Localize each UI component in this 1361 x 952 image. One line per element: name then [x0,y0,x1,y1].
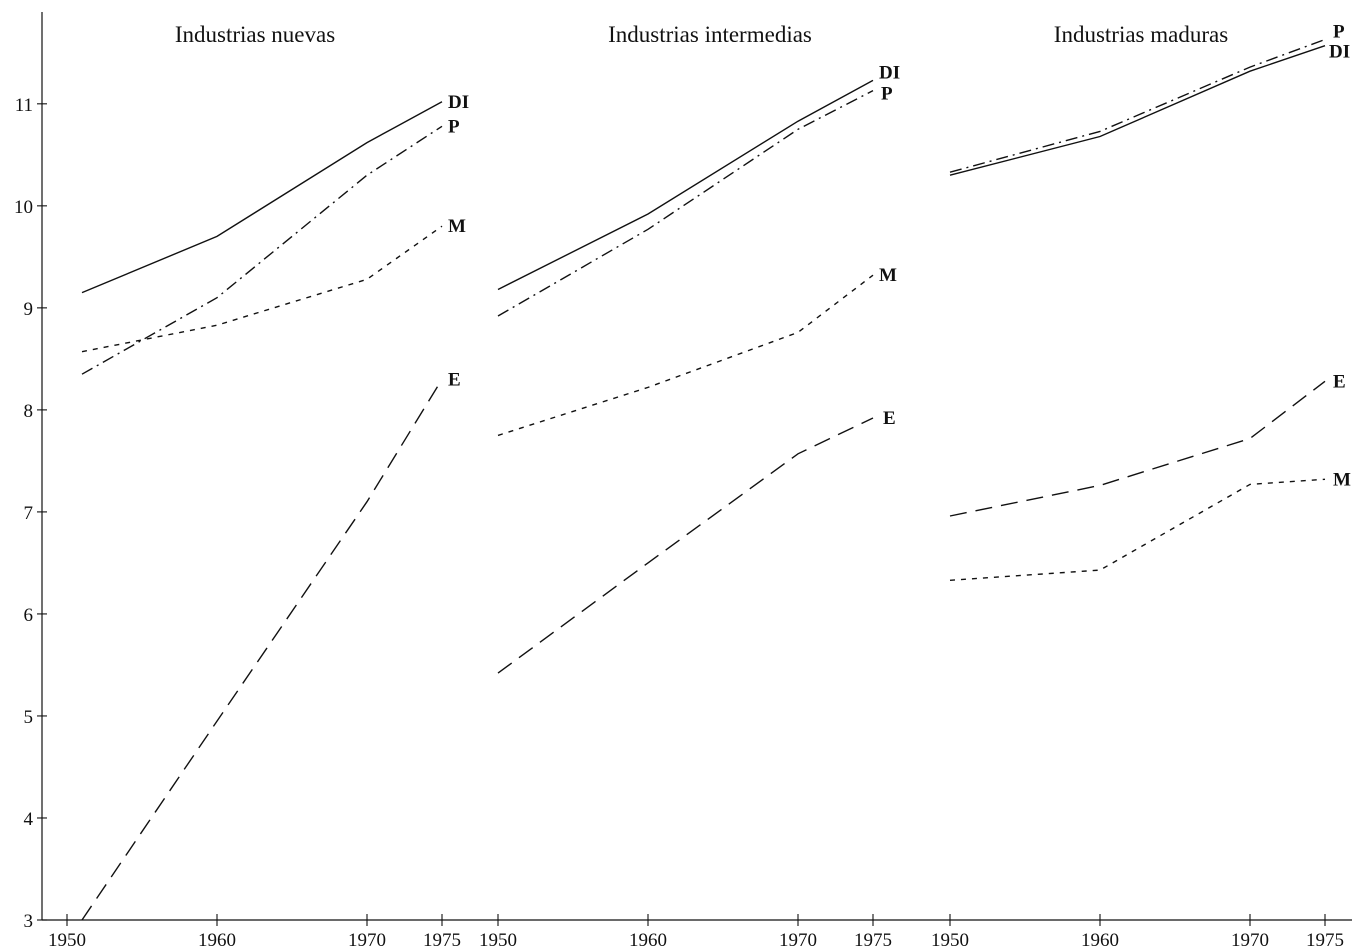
y-tick-label: 5 [24,707,34,728]
y-tick-label: 3 [24,911,34,932]
y-tick-label: 9 [24,299,34,320]
series-line-p [497,89,874,317]
x-tick-label: 1950 [48,930,86,951]
x-tick-label: 1970 [779,930,817,951]
y-tick-label: 6 [24,605,34,626]
series-label-di: DI [1329,42,1350,63]
axes [41,12,1352,921]
panel-title-intermedias: Industrias intermedias [608,22,812,47]
x-tick-label: 1960 [198,930,236,951]
series-label-di: DI [448,92,469,113]
y-ticks: 3 4 5 6 7 8 9 10 11 [14,95,47,932]
x-ticks: 1950 1960 1970 1975 1950 1960 1970 1975 1950 1960… [48,914,1344,951]
y-tick-label: 7 [24,503,34,524]
y-tick-label: 4 [24,809,34,830]
series-line-di [497,79,874,291]
series-line-m [497,274,874,437]
x-tick-label: 1970 [348,930,386,951]
x-tick-label: 1975 [854,930,892,951]
panel-title-nuevas: Industrias nuevas [175,22,335,47]
series-line-e [949,380,1326,517]
series-line-e [81,378,443,921]
x-tick-label: 1950 [479,930,517,951]
series-group [81,38,1326,921]
series-label-m: M [879,265,897,286]
panel-title-maduras: Industrias maduras [1054,22,1228,47]
series-line-di [949,45,1326,176]
panel-titles: Industrias nuevas Industrias intermedias… [175,22,1228,47]
x-tick-label: 1975 [1306,930,1344,951]
series-label-e: E [448,369,461,390]
series-line-m [949,478,1326,581]
y-tick-label: 8 [24,401,34,422]
series-line-p [949,38,1326,173]
x-tick-label: 1950 [931,930,969,951]
series-label-p: P [1333,22,1345,43]
series-line-di [81,101,443,294]
series-label-p: P [881,84,893,105]
series-label-e: E [883,408,896,429]
series-line-m [81,225,443,353]
series-label-di: DI [879,62,900,83]
x-tick-label: 1970 [1231,930,1269,951]
series-line-p [81,125,443,375]
series-line-e [497,417,874,674]
x-tick-label: 1975 [423,930,461,951]
y-tick-label: 11 [15,95,33,116]
series-label-m: M [1333,469,1351,490]
y-tick-label: 10 [14,197,33,218]
x-tick-label: 1960 [629,930,667,951]
series-label-m: M [448,216,466,237]
series-label-p: P [448,116,460,137]
x-tick-label: 1960 [1081,930,1119,951]
series-label-e: E [1333,371,1346,392]
